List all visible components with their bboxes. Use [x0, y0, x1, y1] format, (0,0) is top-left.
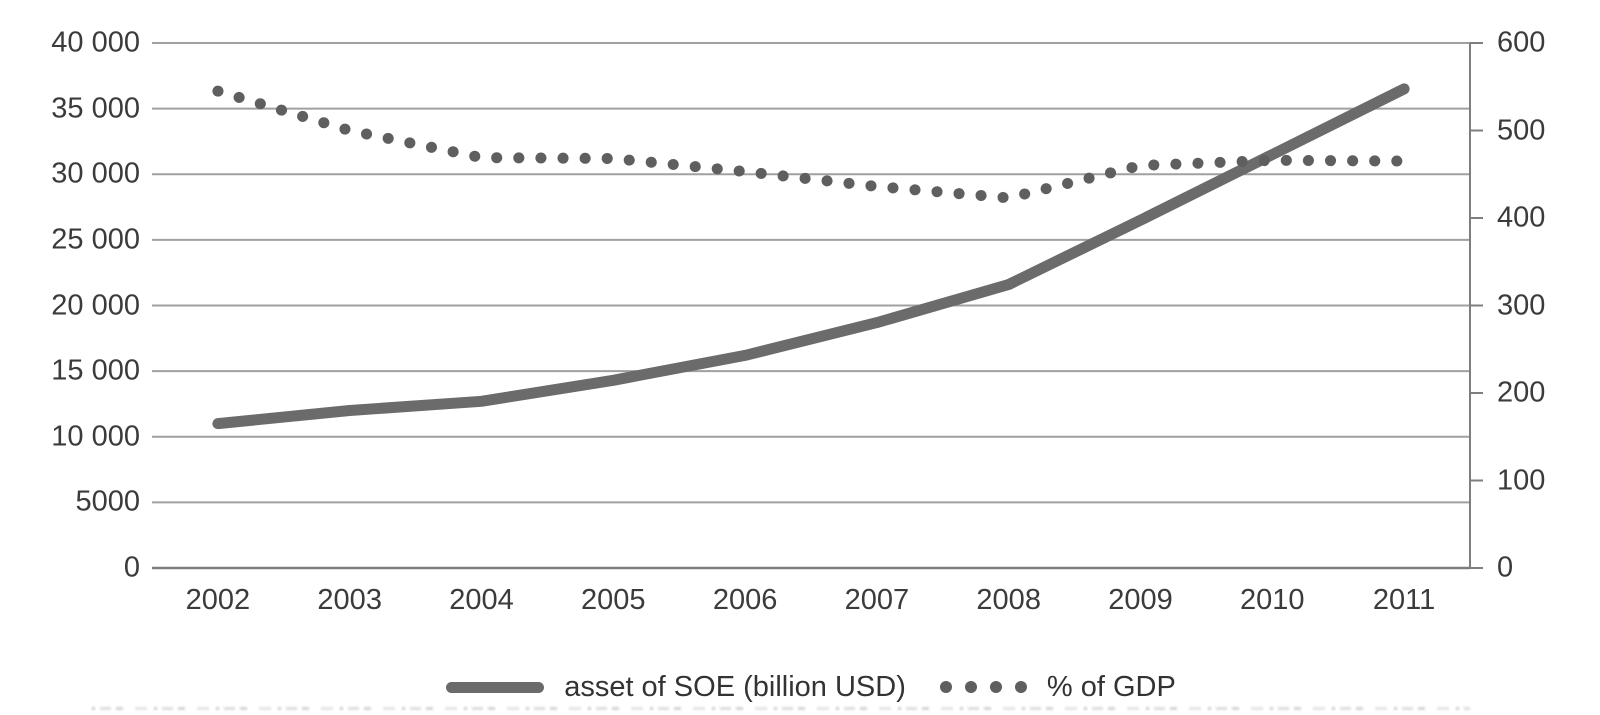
right-axis-tick-label: 500 [1497, 114, 1546, 146]
left-axis-tick-label: 5000 [75, 485, 140, 518]
series-solid-0 [212, 83, 1410, 430]
left-axis-tick-label: 0 [123, 551, 140, 584]
right-axis-tick-label: 100 [1497, 464, 1546, 496]
right-axis-tick-label: 400 [1497, 201, 1546, 234]
right-axis-tick-label: 300 [1497, 289, 1546, 321]
x-axis-tick-label: 2003 [317, 584, 382, 616]
legend-label: % of GDP [1046, 670, 1176, 703]
left-axis-tick-label: 30 000 [51, 157, 140, 190]
x-axis-tick-label: 2005 [581, 584, 646, 616]
right-axis-tick-label: 600 [1497, 26, 1546, 59]
right-axis-tick-label: 200 [1497, 376, 1546, 409]
x-axis-tick-label: 2009 [1108, 584, 1173, 616]
x-axis-tick-label: 2006 [712, 584, 778, 616]
left-axis-tick-label: 25 000 [51, 223, 140, 256]
legend-dot [964, 681, 977, 693]
legend-thick-line-swatch [446, 681, 545, 693]
legend-dots-swatch [939, 681, 1027, 693]
legend: asset of SOE (billion USD) % of GDP [152, 666, 1470, 708]
legend-label: asset of SOE (billion USD) [564, 670, 906, 703]
left-axis-tick-label: 20 000 [51, 289, 140, 321]
legend-dot [989, 681, 1002, 693]
right-axis-tick-label: 0 [1497, 551, 1514, 584]
x-axis-tick-label: 2004 [449, 584, 514, 616]
x-axis-tick-label: 2011 [1372, 584, 1436, 616]
legend-dot [1014, 681, 1027, 693]
left-axis-tick-label: 35 000 [51, 92, 140, 125]
x-axis-tick-label: 2002 [185, 584, 251, 616]
x-axis-tick-label: 2007 [844, 584, 910, 616]
left-axis-tick-label: 15 000 [51, 354, 140, 387]
legend-item-asset-of-soe: asset of SOE (billion USD) [446, 671, 906, 704]
clipped-caption-text [92, 706, 1470, 715]
left-axis-tick-label: 10 000 [51, 420, 140, 453]
legend-dot [939, 681, 952, 693]
left-axis-tick-label: 40 000 [51, 26, 140, 59]
x-axis-tick-label: 2008 [976, 584, 1041, 616]
x-axis-tick-label: 2010 [1240, 584, 1305, 616]
legend-item-pct-of-gdp: % of GDP [939, 670, 1176, 704]
